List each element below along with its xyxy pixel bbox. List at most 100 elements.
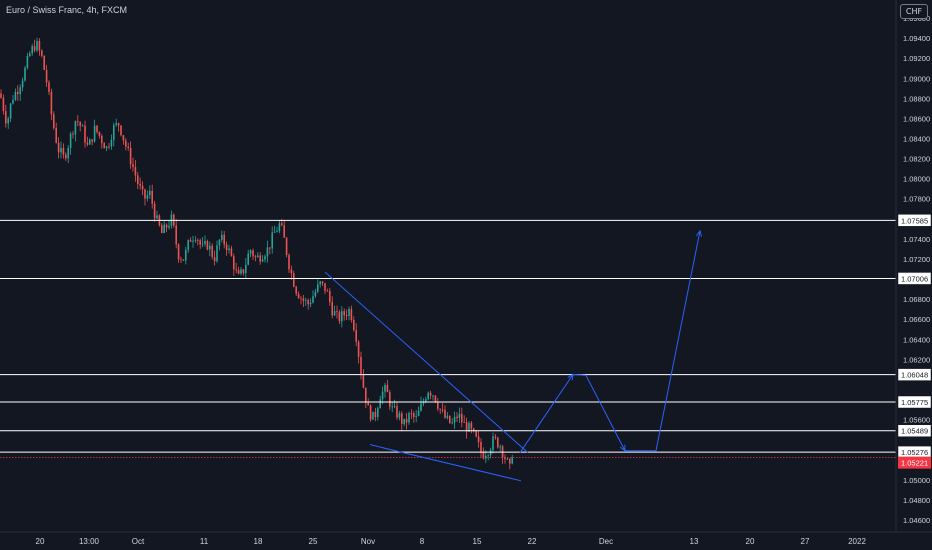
candle-body xyxy=(125,140,127,147)
candle-body xyxy=(48,82,50,92)
lower-trendline[interactable] xyxy=(369,444,522,482)
y-tick-label: 1.05600 xyxy=(903,416,930,425)
candle-body xyxy=(441,409,444,411)
currency-badge[interactable]: CHF xyxy=(900,4,928,19)
candle-body xyxy=(21,80,24,88)
candle-body xyxy=(96,125,98,132)
candle-body xyxy=(420,403,422,411)
candle-body xyxy=(201,243,204,245)
candle-body xyxy=(485,455,487,459)
candle-body xyxy=(269,247,271,249)
x-tick-label: 27 xyxy=(801,537,810,546)
candle-body xyxy=(276,231,278,233)
candle-body xyxy=(273,232,276,233)
x-tick-label: Nov xyxy=(361,537,375,546)
candle-body xyxy=(338,311,341,322)
candle-body xyxy=(506,458,509,460)
candle-body xyxy=(473,428,475,431)
candle-body xyxy=(209,245,211,250)
y-tick-label: 1.06600 xyxy=(903,315,930,324)
x-tick-label: 22 xyxy=(528,537,537,546)
candle-body xyxy=(449,415,451,423)
candle-body xyxy=(233,256,235,270)
arrowhead xyxy=(619,444,626,452)
candle-body xyxy=(389,392,391,407)
time-axis[interactable]: 20 13:00 Oct 11 18 25 Nov 8 15 22 Dec 13 20 27 2022 xyxy=(36,537,867,546)
candle-body xyxy=(163,224,165,234)
candle-body xyxy=(456,416,458,418)
candle-body xyxy=(77,121,79,122)
x-tick-label: 20 xyxy=(36,537,45,546)
candle-body xyxy=(19,87,21,95)
candle-body xyxy=(312,296,314,303)
candle-body xyxy=(317,284,319,292)
candle-body xyxy=(247,253,249,265)
candle-body xyxy=(17,91,19,95)
candle-body xyxy=(38,41,41,51)
candle-body xyxy=(451,422,453,424)
projection-path[interactable] xyxy=(519,230,701,453)
x-tick-label: 2022 xyxy=(848,537,866,546)
candle-body xyxy=(281,223,283,226)
candle-body xyxy=(98,131,101,136)
candle-body xyxy=(295,286,297,294)
candle-body xyxy=(2,97,5,112)
candle-body xyxy=(297,293,300,299)
candle-body xyxy=(257,255,259,258)
y-tick-label: 1.08000 xyxy=(903,175,930,184)
candle-body xyxy=(453,416,456,423)
candle-body xyxy=(319,281,321,285)
candle-body xyxy=(0,93,2,98)
candle-body xyxy=(293,273,295,287)
candle-body xyxy=(57,142,60,153)
candle-body xyxy=(230,248,233,257)
candle-body xyxy=(461,413,463,423)
candle-body xyxy=(511,457,513,464)
candle-body xyxy=(377,408,379,418)
candle-body xyxy=(252,250,254,257)
candle-body xyxy=(5,111,7,124)
y-tick-label: 1.08400 xyxy=(903,135,930,144)
x-tick-label: Dec xyxy=(599,537,613,546)
candle-body xyxy=(307,300,309,305)
candle-body xyxy=(192,240,194,242)
candle-body xyxy=(413,413,415,417)
upper-trendline[interactable] xyxy=(324,271,529,454)
candle-body xyxy=(350,308,353,320)
arrowhead xyxy=(567,373,574,381)
candle-body xyxy=(50,91,53,115)
candle-body xyxy=(33,46,36,51)
price-axis[interactable]: 1.096001.094001.092001.090001.088001.086… xyxy=(897,14,932,525)
arrowhead xyxy=(695,229,702,237)
candle-body xyxy=(398,413,401,418)
candle-body xyxy=(367,402,369,406)
candle-body xyxy=(53,114,55,129)
candle-body xyxy=(43,55,45,70)
candle-body xyxy=(194,240,197,241)
candle-body xyxy=(168,225,170,228)
candle-body xyxy=(405,418,408,423)
candle-body xyxy=(321,281,324,284)
candle-body xyxy=(113,124,115,140)
candle-body xyxy=(115,123,117,125)
x-tick-label: 11 xyxy=(200,537,209,546)
candle-body xyxy=(26,56,29,68)
x-tick-label: Oct xyxy=(132,537,145,546)
candle-body xyxy=(379,399,381,409)
candle-body xyxy=(444,409,446,418)
candle-body xyxy=(259,255,261,262)
x-tick-label: 13:00 xyxy=(79,537,100,546)
candle-body xyxy=(360,356,362,376)
level-price-label: 1.05775 xyxy=(901,398,928,407)
candle-body xyxy=(139,184,141,186)
y-tick-label: 1.06400 xyxy=(903,335,930,344)
candle-body xyxy=(180,259,182,261)
candle-body xyxy=(93,125,96,142)
level-price-label: 1.07585 xyxy=(901,216,928,225)
candle-body xyxy=(487,455,489,457)
candle-body xyxy=(283,225,285,238)
candle-body xyxy=(122,135,125,141)
y-tick-label: 1.07400 xyxy=(903,235,930,244)
candle-body xyxy=(45,69,48,83)
